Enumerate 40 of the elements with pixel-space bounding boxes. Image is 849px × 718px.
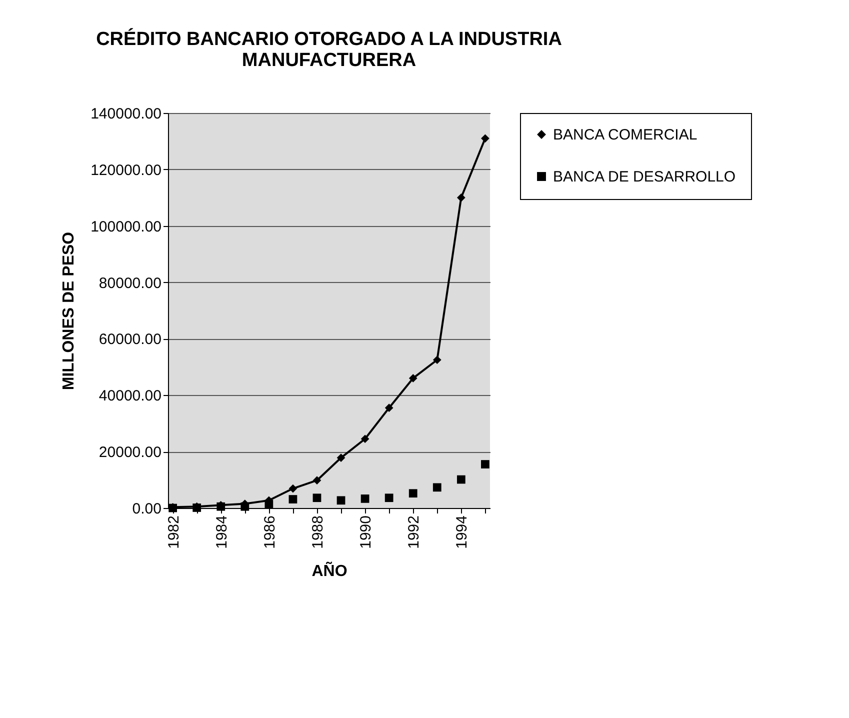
legend-label: BANCA DE DESARROLLO [553,168,736,186]
point [336,496,346,505]
point [432,356,442,364]
x-tick-label: 1992 [406,516,423,549]
y-axis-title: MILLONES DE PESO [60,232,78,390]
y-tick-label: 60000.00 [98,331,162,348]
point [336,454,346,462]
point [384,404,394,412]
point [360,494,370,503]
point [288,484,298,493]
x-tick-label: 1994 [454,516,471,549]
point [481,134,490,143]
point [384,494,394,502]
x-axis-title: AÑO [312,560,348,580]
point [408,374,418,382]
point [240,502,250,511]
point [456,475,466,484]
point [481,460,490,468]
point [432,483,442,492]
point [360,434,370,444]
legend-label: BANCA COMERCIAL [553,126,698,144]
x-tick-label: 1982 [165,516,182,549]
y-tick-label: 80000.00 [98,274,162,292]
y-tick-label: 100000.00 [90,218,162,236]
chart-title: CRÉDITO BANCARIO OTORGADO A LA INDUSTRIA MANUFACTURERA [96,28,562,71]
x-tick-label: 1988 [309,516,326,549]
y-tick-label: 0.00 [132,500,162,518]
point [288,495,298,504]
x-tick-label: 1990 [358,516,375,549]
point [312,476,322,485]
x-tick-label: 1986 [261,516,278,549]
y-tick-label: 140000.00 [90,106,162,122]
point [408,489,418,498]
y-tick-label: 20000.00 [98,444,162,462]
x-tick-label: 1984 [213,516,230,549]
point [456,193,466,202]
point [312,494,322,502]
y-tick-label: 40000.00 [98,388,162,405]
y-tick-label: 120000.00 [90,162,162,179]
point [264,500,274,508]
